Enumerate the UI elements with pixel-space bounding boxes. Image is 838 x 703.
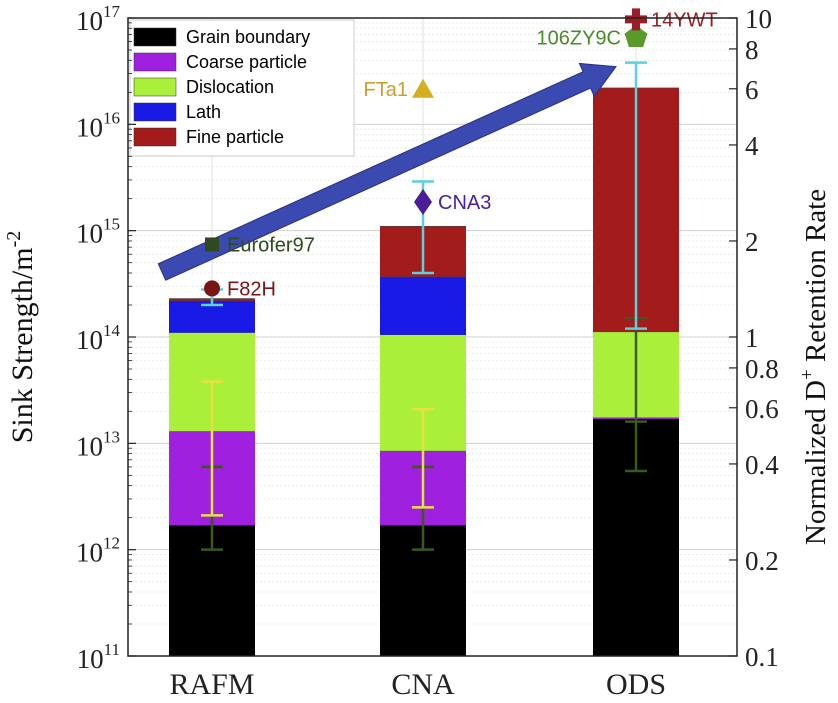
y-tick-exponent: 11 [104,640,120,659]
y2-tick-label: 0.1 [745,642,779,672]
y2-tick-label: 8 [745,35,759,65]
y-tick-base: 10 [76,6,103,36]
y-tick-exponent: 17 [103,2,121,21]
legend-swatch [133,52,177,72]
y-tick-label: 1015 [76,215,120,249]
y-tick-base: 10 [77,644,104,674]
x-axis-labels: RAFM CNA ODS [169,668,666,701]
legend-label: Lath [186,102,221,122]
y2-axis-title-post: Retention Rate [800,189,832,369]
y-tick-base: 10 [76,112,103,142]
x-tick-label: CNA [391,668,455,701]
trend-arrow [157,62,617,281]
marker-label: 106ZY9C [537,27,622,49]
bar-segment-lath [380,276,466,335]
y-tick-exponent: 15 [103,215,120,234]
x-tick-label: ODS [606,668,666,701]
marker-label: CNA3 [438,192,491,214]
y2-tick-label: 0.2 [745,546,779,576]
legend-label: Grain boundary [186,27,310,47]
y-tick-label: 1011 [77,640,120,674]
y2-axis-title-sup: + [797,369,818,380]
marker-circle [204,280,220,297]
y-tick-base: 10 [76,325,103,355]
marker-label: Eurofer97 [227,234,315,256]
error-bars [201,61,647,551]
y2-tick-label: 10 [745,4,772,34]
y2-tick-label: 2 [745,227,759,257]
y-tick-base: 10 [76,538,103,568]
y-tick-label: 1014 [76,321,121,355]
y2-tick-label: 0.8 [745,354,779,384]
marker-plus-v [632,8,640,31]
y2-tick-label: 6 [745,75,759,105]
y-axis-title-text: Sink Strength/m [6,247,39,443]
y-tick-base: 10 [76,219,103,249]
y-tick-exponent: 16 [103,108,120,127]
y-tick-base: 10 [76,431,103,461]
legend-swatch [133,102,177,122]
y-tick-label: 1013 [76,427,120,461]
y2-tick-label: 4 [745,131,759,161]
marker-square [205,237,219,252]
legend-swatch [133,77,177,97]
legend-swatch [133,27,177,47]
marker-diamond [414,188,432,215]
y-tick-label: 1016 [76,108,120,142]
y-axis-title-sup: -2 [3,231,25,248]
y2-tick-label: 0.6 [745,394,779,424]
y-axis-title: Sink Strength/m-2 [3,231,39,444]
y2-tick-label: 0.4 [745,450,779,480]
y2-axis-ticks: 0.1 0.2 0.4 0.6 0.81 2 4 6 810 [729,4,779,672]
y-tick-exponent: 12 [103,534,120,553]
y-tick-exponent: 13 [103,427,120,446]
y-tick-label: 1012 [76,534,120,568]
x-tick-label: RAFM [169,668,254,701]
legend-label: Dislocation [186,77,274,97]
marker-triangle [412,78,434,98]
y2-axis-title: Normalized D+ Retention Rate [797,189,832,545]
marker-label: F82H [227,278,276,300]
marker-label: FTa1 [364,79,408,101]
y2-tick-label: 1 [745,323,759,353]
legend-label: Coarse particle [186,52,307,72]
legend-label: Fine particle [186,127,284,147]
y-tick-label: 1017 [76,2,121,36]
y2-axis-title-pre: Normalized D [800,380,832,545]
marker-pentagon [624,25,648,47]
marker-label: 14YWT [651,9,718,31]
markers: Eurofer97 F82H FTa1 CNA3 106ZY9C 14YWT [204,8,718,300]
legend: Grain boundary Coarse particle Dislocation… [129,19,355,157]
legend-swatch [133,127,177,147]
y-tick-exponent: 14 [103,321,121,340]
